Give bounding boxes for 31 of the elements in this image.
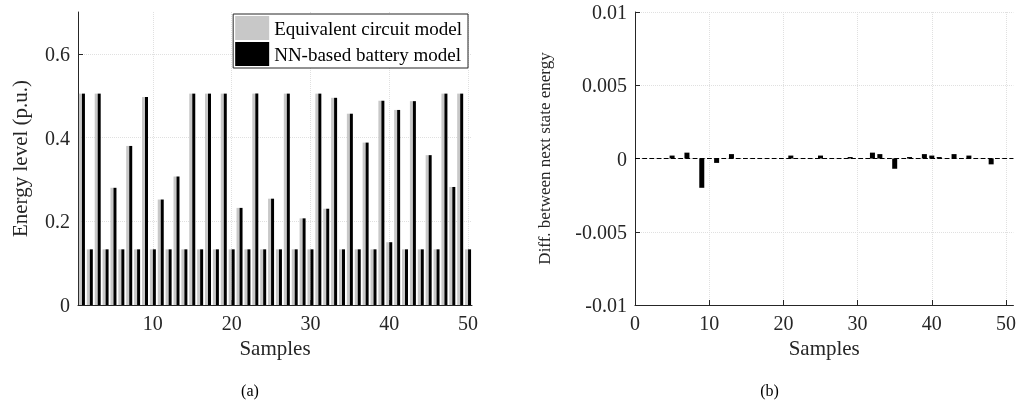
y-tick-label: -0.005 <box>575 220 627 243</box>
x-axis-title: Samples <box>239 336 311 361</box>
x-tick-label: 50 <box>458 312 479 334</box>
x-tick-label: 10 <box>142 312 163 334</box>
y-tick-label: 0.2 <box>45 210 70 233</box>
x-axis-title: Samples <box>788 336 860 361</box>
x-tick-label: 50 <box>996 312 1016 334</box>
y-tick-label: 0 <box>60 294 70 316</box>
legend-label: NN-based battery model <box>274 43 461 65</box>
x-tick-label: 40 <box>921 312 942 334</box>
bar <box>208 93 212 305</box>
bar <box>405 249 409 305</box>
x-tick-label: 10 <box>699 312 720 334</box>
y-axis-title: Diff. between next state energy <box>535 51 554 265</box>
y-tick-label: 0.01 <box>592 1 627 23</box>
legend-label: Equivalent circuit model <box>274 17 463 39</box>
text: (a) <box>241 381 259 400</box>
y-tick-label: -0.01 <box>585 294 627 316</box>
x-tick-label: 30 <box>300 312 321 334</box>
x-tick-label: 20 <box>773 312 794 334</box>
y-tick-label: 0.6 <box>45 42 70 65</box>
y-tick-label: 0 <box>617 147 627 170</box>
text: (b) <box>760 381 779 400</box>
y-axis-title: Energy level (p.u.) <box>7 79 32 238</box>
x-tick-label: 40 <box>379 312 400 334</box>
x-tick-label: 20 <box>221 312 242 334</box>
bar <box>338 249 342 305</box>
x-tick-label: 30 <box>847 312 868 334</box>
y-tick-label: 0.005 <box>582 74 627 97</box>
bar <box>141 96 145 305</box>
y-tick-label: 0.4 <box>45 126 70 149</box>
